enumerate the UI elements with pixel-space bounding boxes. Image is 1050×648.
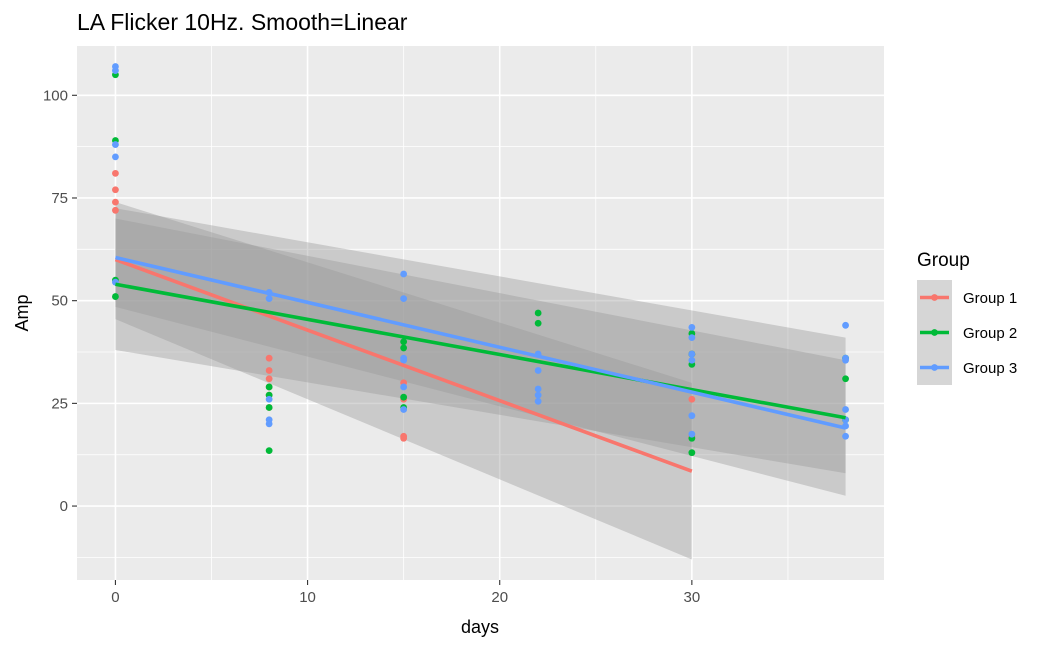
chart-title: LA Flicker 10Hz. Smooth=Linear <box>77 9 408 35</box>
data-point <box>265 447 273 455</box>
data-point <box>265 404 273 411</box>
fit-line <box>115 282 846 420</box>
data-point <box>688 430 696 438</box>
data-point <box>400 393 408 401</box>
data-point <box>534 319 542 327</box>
data-point <box>400 434 408 442</box>
data-point <box>265 354 273 362</box>
data-point <box>265 367 273 374</box>
data-point <box>400 295 408 303</box>
data-point <box>112 153 119 161</box>
data-point <box>842 356 849 364</box>
data-point <box>842 432 849 440</box>
legend-key-point <box>931 329 938 336</box>
x-tick-label: 30 <box>684 589 701 606</box>
data-point <box>112 169 119 177</box>
data-point <box>265 395 273 403</box>
legend-key-point <box>931 294 938 301</box>
legend: Group Group 1 Group 2 Group 3 <box>917 250 1017 385</box>
data-point <box>688 350 696 358</box>
data-point <box>112 141 119 148</box>
axes: 0 10 20 30 0 25 50 75 100 <box>43 87 700 606</box>
data-point <box>688 334 696 342</box>
data-point <box>265 420 273 428</box>
data-point <box>688 449 696 457</box>
y-tick-label: 75 <box>51 190 68 207</box>
data-point <box>112 186 119 194</box>
y-tick-label: 100 <box>43 87 68 104</box>
data-point <box>112 293 119 300</box>
data-point <box>400 406 408 413</box>
legend-key-point <box>931 364 938 371</box>
data-point <box>534 385 542 393</box>
fit-lines <box>114 255 846 473</box>
data-point <box>112 206 119 214</box>
y-tick-label: 50 <box>51 293 68 310</box>
data-point <box>842 321 849 329</box>
legend-label: Group 3 <box>963 360 1017 377</box>
data-point <box>265 383 273 391</box>
data-point <box>265 375 273 383</box>
data-point <box>534 391 542 399</box>
legend-label: Group 2 <box>963 325 1017 342</box>
legend-title: Group <box>917 250 970 271</box>
data-point <box>400 338 408 346</box>
data-point <box>265 295 273 303</box>
data-point <box>400 270 408 278</box>
data-point <box>688 323 696 331</box>
data-point <box>842 406 849 413</box>
data-point <box>688 412 696 420</box>
x-tick-label: 10 <box>299 589 316 606</box>
x-tick-label: 0 <box>111 589 119 606</box>
data-point <box>112 67 119 75</box>
data-point <box>112 198 119 206</box>
data-point <box>400 356 408 364</box>
data-point <box>400 344 408 352</box>
data-point <box>534 309 542 317</box>
data-point <box>688 356 696 364</box>
fit-line <box>114 257 693 473</box>
data-point <box>688 395 696 403</box>
data-point <box>534 367 542 374</box>
y-axis-title: Amp <box>12 294 32 331</box>
data-point <box>534 397 542 405</box>
data-point <box>842 375 849 383</box>
data-point <box>400 383 408 391</box>
confidence-ribbon <box>115 218 846 474</box>
x-tick-label: 20 <box>491 589 508 606</box>
y-tick-label: 25 <box>51 395 68 412</box>
x-axis-title: days <box>461 617 499 637</box>
legend-label: Group 1 <box>963 290 1017 307</box>
fit-line <box>115 255 846 430</box>
y-tick-label: 0 <box>60 498 68 515</box>
